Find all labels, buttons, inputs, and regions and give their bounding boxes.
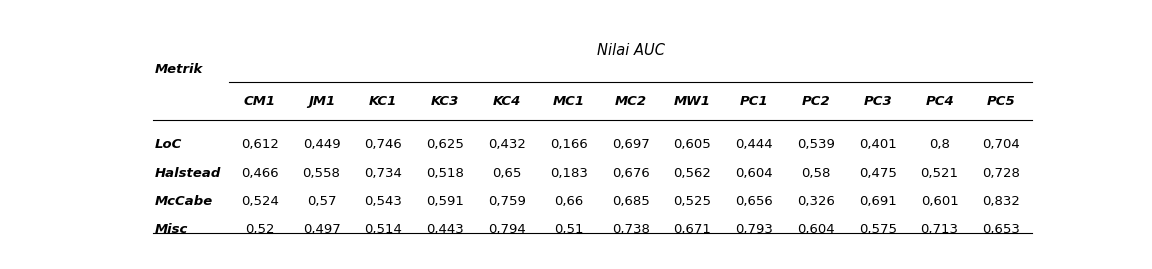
Text: 0,704: 0,704	[983, 138, 1021, 151]
Text: 0,759: 0,759	[488, 194, 526, 208]
Text: 0,518: 0,518	[426, 167, 464, 180]
Text: 0,591: 0,591	[426, 194, 464, 208]
Text: KC3: KC3	[431, 95, 460, 108]
Text: 0,604: 0,604	[797, 222, 835, 236]
Text: MW1: MW1	[674, 95, 711, 108]
Text: MC1: MC1	[553, 95, 585, 108]
Text: MC2: MC2	[614, 95, 646, 108]
Text: 0,521: 0,521	[920, 167, 958, 180]
Text: 0,66: 0,66	[554, 194, 583, 208]
Text: CM1: CM1	[244, 95, 275, 108]
Text: 0,832: 0,832	[983, 194, 1021, 208]
Text: 0,466: 0,466	[241, 167, 279, 180]
Text: 0,671: 0,671	[674, 222, 711, 236]
Text: 0,8: 0,8	[930, 138, 950, 151]
Text: 0,746: 0,746	[364, 138, 402, 151]
Text: 0,65: 0,65	[492, 167, 522, 180]
Text: Halstead: Halstead	[154, 167, 221, 180]
Text: 0,604: 0,604	[735, 167, 773, 180]
Text: 0,656: 0,656	[735, 194, 773, 208]
Text: 0,497: 0,497	[303, 222, 340, 236]
Text: KC4: KC4	[493, 95, 521, 108]
Text: 0,52: 0,52	[245, 222, 274, 236]
Text: 0,676: 0,676	[612, 167, 650, 180]
Text: McCabe: McCabe	[154, 194, 213, 208]
Text: 0,401: 0,401	[859, 138, 896, 151]
Text: 0,475: 0,475	[859, 167, 896, 180]
Text: 0,601: 0,601	[920, 194, 958, 208]
Text: 0,575: 0,575	[858, 222, 896, 236]
Text: PC4: PC4	[925, 95, 954, 108]
Text: 0,58: 0,58	[802, 167, 831, 180]
Text: 0,444: 0,444	[735, 138, 773, 151]
Text: JM1: JM1	[308, 95, 335, 108]
Text: Metrik: Metrik	[154, 63, 203, 76]
Text: PC1: PC1	[740, 95, 768, 108]
Text: LoC: LoC	[154, 138, 182, 151]
Text: 0,738: 0,738	[612, 222, 650, 236]
Text: 0,449: 0,449	[303, 138, 340, 151]
Text: 0,793: 0,793	[735, 222, 773, 236]
Text: Misc: Misc	[154, 222, 188, 236]
Text: 0,539: 0,539	[797, 138, 835, 151]
Text: 0,51: 0,51	[554, 222, 584, 236]
Text: PC5: PC5	[987, 95, 1016, 108]
Text: 0,697: 0,697	[612, 138, 650, 151]
Text: 0,625: 0,625	[426, 138, 464, 151]
Text: 0,685: 0,685	[612, 194, 650, 208]
Text: 0,432: 0,432	[488, 138, 526, 151]
Text: 0,514: 0,514	[364, 222, 402, 236]
Text: 0,166: 0,166	[550, 138, 588, 151]
Text: 0,728: 0,728	[983, 167, 1021, 180]
Text: Nilai AUC: Nilai AUC	[597, 43, 665, 58]
Text: 0,794: 0,794	[488, 222, 525, 236]
Text: 0,612: 0,612	[241, 138, 279, 151]
Text: 0,524: 0,524	[241, 194, 279, 208]
Text: PC2: PC2	[802, 95, 831, 108]
Text: 0,543: 0,543	[364, 194, 402, 208]
Text: 0,558: 0,558	[303, 167, 341, 180]
Text: 0,734: 0,734	[364, 167, 402, 180]
Text: 0,525: 0,525	[674, 194, 712, 208]
Text: PC3: PC3	[864, 95, 892, 108]
Text: 0,443: 0,443	[426, 222, 464, 236]
Text: 0,326: 0,326	[797, 194, 835, 208]
Text: 0,653: 0,653	[983, 222, 1021, 236]
Text: 0,605: 0,605	[674, 138, 711, 151]
Text: 0,57: 0,57	[306, 194, 336, 208]
Text: 0,562: 0,562	[674, 167, 711, 180]
Text: 0,713: 0,713	[920, 222, 958, 236]
Text: 0,691: 0,691	[859, 194, 896, 208]
Text: KC1: KC1	[369, 95, 397, 108]
Text: 0,183: 0,183	[550, 167, 588, 180]
